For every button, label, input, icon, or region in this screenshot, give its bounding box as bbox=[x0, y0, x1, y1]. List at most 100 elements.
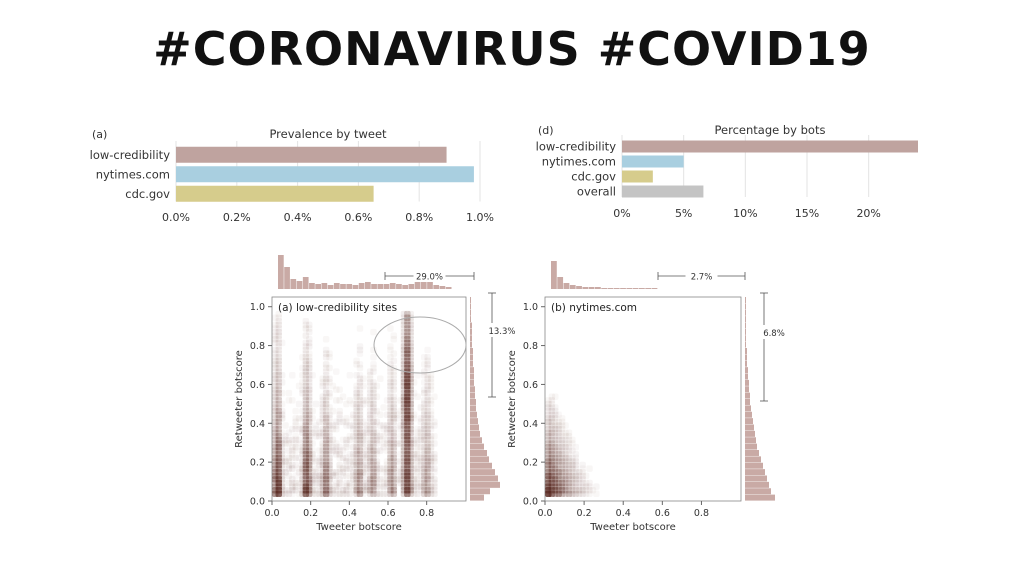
x-tick-label: 0.4 bbox=[616, 508, 631, 519]
hex-cell bbox=[558, 461, 566, 469]
hex-cell bbox=[292, 440, 299, 447]
hex-cell bbox=[565, 429, 573, 436]
hex-cell bbox=[427, 436, 435, 444]
top-hist-bar bbox=[645, 288, 652, 289]
hex-cell bbox=[400, 443, 408, 451]
hex-cell bbox=[414, 465, 421, 472]
hex-cell bbox=[548, 415, 556, 422]
hex-cell bbox=[377, 490, 384, 498]
hex-cell bbox=[545, 433, 552, 440]
hex-cell bbox=[333, 418, 340, 426]
hex-cell bbox=[400, 346, 408, 354]
hex-cell bbox=[565, 486, 573, 494]
hex-cell bbox=[322, 404, 330, 411]
right-hist-bar bbox=[470, 316, 471, 323]
hex-cell bbox=[373, 407, 381, 415]
hex-cell bbox=[582, 483, 590, 490]
hex-cell bbox=[552, 443, 559, 451]
hex-cell bbox=[285, 429, 293, 436]
hex-cell bbox=[366, 389, 374, 397]
right-hist-bar bbox=[470, 424, 479, 431]
hex-cell bbox=[373, 461, 381, 469]
category-label: nytimes.com bbox=[542, 155, 616, 169]
hex-cell bbox=[302, 321, 310, 329]
hex-cell bbox=[407, 451, 414, 458]
hex-cell bbox=[555, 472, 562, 480]
x-tick-label: 0.6 bbox=[380, 508, 395, 519]
hex-cell bbox=[545, 429, 552, 436]
hex-cell bbox=[339, 465, 347, 472]
hex-cell bbox=[562, 433, 569, 440]
top-hist-bar bbox=[321, 283, 328, 289]
hex-cell bbox=[322, 472, 330, 480]
hex-cell bbox=[390, 425, 398, 433]
hex-cell bbox=[555, 422, 562, 429]
hex-cell bbox=[305, 375, 313, 383]
hex-cell bbox=[326, 404, 333, 411]
hex-cell bbox=[356, 411, 364, 418]
top-hist-bar bbox=[309, 283, 315, 289]
hex-cell bbox=[322, 382, 330, 390]
hex-cell bbox=[424, 415, 431, 422]
hex-cell bbox=[424, 347, 431, 354]
hex-cell bbox=[387, 379, 394, 386]
hex-cell bbox=[278, 411, 286, 418]
hex-cell bbox=[427, 411, 435, 418]
hex-cell bbox=[555, 490, 562, 498]
hex-cell bbox=[562, 451, 569, 458]
hex-cell bbox=[289, 483, 296, 490]
hex-cell bbox=[339, 468, 347, 476]
hex-cell bbox=[407, 429, 414, 436]
hex-cell bbox=[552, 479, 559, 487]
hex-cell bbox=[305, 415, 313, 422]
hex-cell bbox=[427, 483, 435, 490]
hex-cell bbox=[302, 476, 310, 483]
hex-cell bbox=[353, 429, 360, 436]
hex-cell bbox=[377, 436, 384, 444]
hex-cell bbox=[326, 468, 333, 476]
hex-cell bbox=[407, 389, 414, 397]
hex-cell bbox=[309, 490, 316, 498]
hex-cell bbox=[356, 386, 364, 393]
hex-cell bbox=[353, 483, 360, 490]
hex-cell bbox=[548, 397, 556, 404]
hex-cell bbox=[319, 468, 326, 476]
hex-cell bbox=[299, 465, 306, 472]
hex-cell bbox=[319, 490, 326, 498]
hex-cell bbox=[370, 422, 377, 429]
hex-cell bbox=[377, 465, 384, 472]
hex-cell bbox=[275, 389, 283, 397]
right-hist-bar bbox=[470, 405, 476, 412]
hex-cell bbox=[275, 454, 283, 462]
hex-cell bbox=[289, 486, 296, 494]
hex-cell bbox=[400, 336, 408, 343]
hex-cell bbox=[353, 443, 360, 451]
hex-cell bbox=[427, 458, 435, 465]
hex-cell bbox=[410, 476, 418, 483]
hex-cell bbox=[397, 397, 404, 404]
hex-cell bbox=[366, 436, 374, 444]
hex-cell bbox=[305, 364, 313, 372]
hex-cell bbox=[545, 461, 552, 469]
hex-cell bbox=[302, 379, 310, 386]
hex-cell bbox=[305, 325, 313, 332]
hex-cell bbox=[427, 490, 435, 498]
hex-cell bbox=[400, 325, 408, 332]
hex-cell bbox=[558, 468, 566, 476]
hex-cell bbox=[569, 458, 576, 465]
y-tick-label: 0.0 bbox=[250, 497, 265, 508]
hex-cell bbox=[565, 433, 573, 440]
hex-cell bbox=[383, 479, 391, 487]
hex-cell bbox=[326, 375, 333, 383]
hex-cell bbox=[366, 458, 374, 465]
hex-cell bbox=[282, 468, 289, 476]
hex-cell bbox=[387, 440, 394, 447]
hex-cell bbox=[424, 443, 431, 451]
hex-cell bbox=[552, 440, 559, 447]
hex-cell bbox=[299, 415, 306, 422]
top-hist-bar bbox=[340, 284, 346, 289]
hex-cell bbox=[400, 451, 408, 458]
hex-cell bbox=[431, 465, 438, 472]
hex-cell bbox=[390, 386, 398, 393]
hex-cell bbox=[292, 447, 299, 454]
